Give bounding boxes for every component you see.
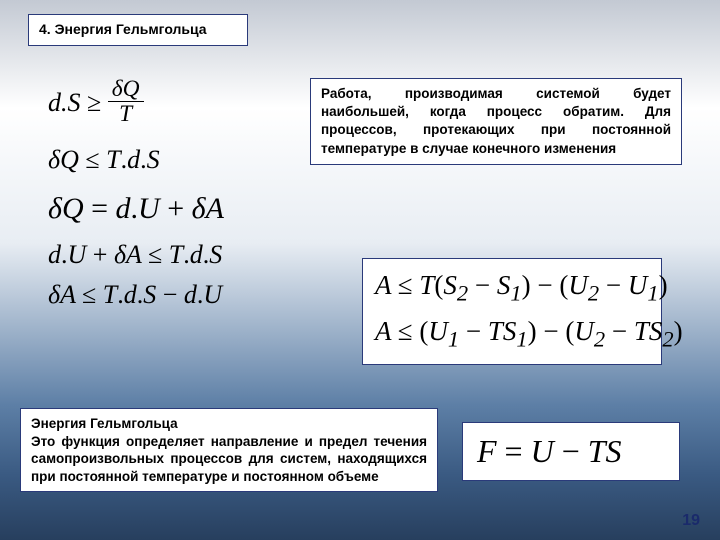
definition-title: Энергия Гельмгольца bbox=[31, 415, 427, 433]
equations-left: d.S ≥ δQ T δQ ≤ T.d.S δQ = d.U + δA d.U … bbox=[48, 80, 278, 316]
section-title-box: 4. Энергия Гельмгольца bbox=[28, 14, 248, 46]
description-text: Работа, производимая системой будет наиб… bbox=[321, 86, 671, 156]
eq-r1: A ≤ T(S2 − S1) − (U2 − U1) bbox=[375, 265, 649, 311]
description-box: Работа, производимая системой будет наиб… bbox=[310, 78, 682, 165]
equations-right-box: A ≤ T(S2 − S1) − (U2 − U1) A ≤ (U1 − TS1… bbox=[362, 258, 662, 365]
definition-body: Это функция определяет направление и пре… bbox=[31, 433, 427, 486]
helmholtz-formula-box: F = U − TS bbox=[462, 422, 680, 481]
eq2: δQ ≤ T.d.S bbox=[48, 140, 278, 180]
eq1: d.S ≥ δQ T bbox=[48, 80, 278, 130]
eq-r2: A ≤ (U1 − TS1) − (U2 − TS2) bbox=[375, 311, 649, 357]
page-number: 19 bbox=[682, 512, 700, 530]
eq3: δQ = d.U + δA bbox=[48, 186, 278, 233]
eq5: δA ≤ T.d.S − d.U bbox=[48, 275, 278, 315]
eq4: d.U + δA ≤ T.d.S bbox=[48, 235, 278, 275]
helmholtz-formula: F = U − TS bbox=[477, 433, 622, 469]
section-title: 4. Энергия Гельмгольца bbox=[39, 21, 207, 37]
definition-box: Энергия Гельмгольца Это функция определя… bbox=[20, 408, 438, 492]
